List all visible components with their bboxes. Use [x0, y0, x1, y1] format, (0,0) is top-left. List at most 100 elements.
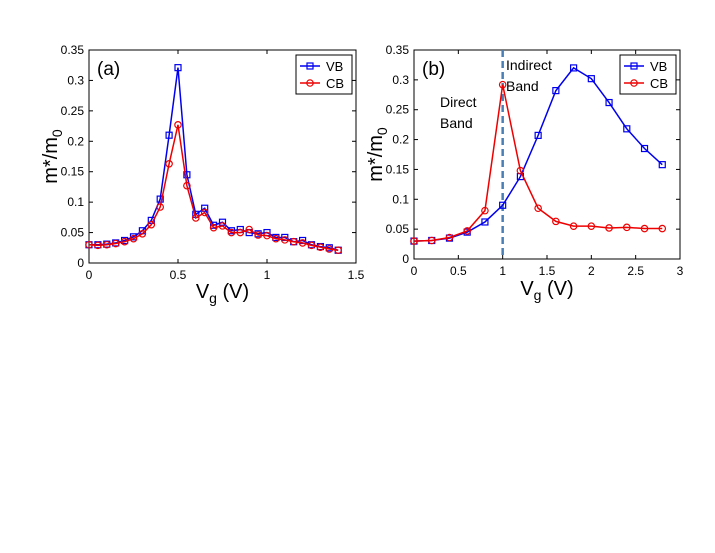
- data-point-cb: [307, 241, 316, 250]
- y-tick-label: 0: [77, 256, 84, 270]
- x-tick-label: 0: [411, 264, 418, 278]
- data-point-cb: [481, 206, 489, 215]
- data-point-cb: [129, 234, 138, 243]
- annotation-text: Indirect: [506, 57, 552, 73]
- legend-label: CB: [650, 76, 668, 91]
- y-tick-label: 0.2: [392, 133, 409, 147]
- data-point-vb: [499, 201, 507, 209]
- y-tick-label: 0.15: [386, 162, 410, 176]
- legend-marker-vb: [630, 62, 638, 70]
- x-axis-label-main: V: [196, 281, 210, 303]
- data-point-cb: [227, 228, 236, 237]
- data-point-vb: [183, 171, 191, 179]
- x-axis-label: Vg (V): [520, 278, 573, 303]
- data-point-cb: [147, 220, 156, 229]
- x-axis-label-subscript: g: [534, 287, 542, 303]
- y-axis-label-main: m*/m: [40, 137, 62, 184]
- y-tick-label: 0.35: [386, 43, 410, 57]
- data-point-cb: [316, 243, 325, 251]
- data-point-vb: [481, 218, 489, 226]
- x-tick-label: 3: [677, 264, 684, 278]
- y-tick-label: 0.05: [61, 226, 85, 240]
- x-tick-label: 1: [264, 268, 271, 282]
- data-point-cb: [254, 231, 262, 239]
- data-point-cb: [552, 217, 560, 226]
- y-tick-label: 0.25: [61, 104, 85, 118]
- y-tick-label: 0.3: [392, 73, 409, 87]
- data-point-vb: [552, 87, 560, 95]
- data-point-cb: [334, 246, 343, 255]
- x-tick-label: 0: [86, 268, 93, 282]
- data-point-cb: [605, 224, 613, 232]
- data-point-cb: [298, 239, 307, 247]
- data-point-cb: [587, 222, 596, 230]
- data-point-cb: [445, 233, 454, 242]
- x-tick-label: 0.5: [170, 268, 187, 282]
- data-point-cb: [138, 229, 147, 238]
- legend-label: VB: [326, 59, 343, 74]
- data-point-cb: [103, 240, 111, 249]
- legend-label: CB: [326, 76, 344, 91]
- legend-marker-cb: [306, 79, 314, 87]
- annotation-text: Direct: [440, 94, 477, 110]
- data-point-vb: [534, 131, 542, 139]
- data-point-cb: [111, 239, 120, 248]
- data-point-vb: [174, 64, 182, 72]
- data-point-cb: [498, 80, 507, 89]
- data-point-vb: [201, 204, 209, 212]
- data-point-cb: [218, 222, 227, 230]
- y-tick-label: 0.05: [386, 222, 410, 236]
- data-point-cb: [658, 224, 667, 233]
- data-point-cb: [156, 203, 165, 211]
- data-point-vb: [623, 125, 631, 133]
- data-point-cb: [289, 237, 298, 246]
- data-point-cb: [183, 181, 191, 190]
- y-tick-label: 0.15: [61, 165, 85, 179]
- x-tick-label: 1: [499, 264, 506, 278]
- data-point-vb: [587, 75, 595, 83]
- x-tick-label: 0.5: [450, 264, 467, 278]
- y-axis-label: m*/m0: [365, 127, 390, 182]
- y-tick-label: 0.1: [392, 192, 409, 206]
- data-point-cb: [427, 236, 436, 245]
- data-point-cb: [94, 241, 102, 250]
- data-point-cb: [325, 245, 334, 253]
- panel-1: 0 0.5 1 1.5 2 2.5 3 0 0.05 0.1 0.15 0.2 0.25 0.3 0.35 V…: [365, 43, 684, 303]
- y-tick-label: 0.25: [386, 103, 410, 117]
- data-point-cb: [165, 160, 173, 168]
- panel-label: (a): [97, 59, 120, 80]
- plot-area-frame: [88, 49, 357, 264]
- data-point-cb: [120, 237, 129, 246]
- panel-0: 0 0.5 1 1.5 0 0.05 0.1 0.15 0.2 0.25 0.3 0.35 Vg (V)…: [40, 43, 365, 306]
- annotation-text: Band: [440, 115, 473, 131]
- data-point-cb: [516, 166, 525, 175]
- data-point-cb: [569, 222, 578, 230]
- series-line-cb: [413, 84, 663, 242]
- x-axis-label: Vg (V): [196, 281, 249, 306]
- data-point-cb: [236, 228, 245, 237]
- data-point-cb: [245, 225, 254, 234]
- legend-marker-cb: [630, 79, 638, 87]
- y-tick-label: 0.2: [67, 134, 84, 148]
- data-point-cb: [263, 231, 271, 240]
- data-point-cb: [280, 236, 289, 244]
- data-point-cb: [192, 214, 200, 222]
- x-tick-label: 1.5: [539, 264, 556, 278]
- data-point-cb: [85, 240, 93, 249]
- legend-marker-vb: [306, 62, 314, 70]
- y-axis-label: m*/m0: [40, 129, 65, 184]
- data-point-cb: [534, 204, 542, 213]
- annotation-text: Band: [506, 78, 539, 94]
- data-point-vb: [569, 64, 578, 72]
- x-tick-label: 1.5: [348, 268, 365, 282]
- data-point-vb: [605, 98, 613, 107]
- x-axis-label-unit: (V): [541, 278, 573, 300]
- data-point-cb: [272, 234, 280, 243]
- y-axis-label-subscript: 0: [374, 127, 390, 135]
- x-axis-label-subscript: g: [209, 290, 217, 306]
- y-tick-label: 0.35: [61, 43, 85, 57]
- data-point-cb: [174, 121, 182, 129]
- data-point-cb: [622, 223, 631, 232]
- legend: VB CB: [295, 54, 353, 95]
